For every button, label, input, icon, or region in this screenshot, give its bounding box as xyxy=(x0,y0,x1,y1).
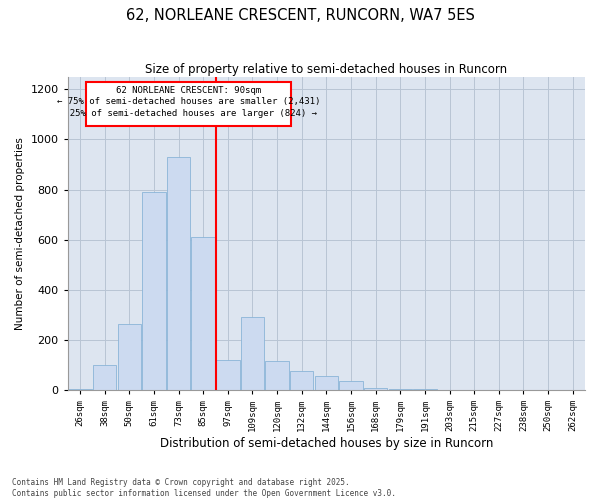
Text: Contains HM Land Registry data © Crown copyright and database right 2025.
Contai: Contains HM Land Registry data © Crown c… xyxy=(12,478,396,498)
Bar xyxy=(339,382,362,390)
Text: 25% of semi-detached houses are larger (824) →: 25% of semi-detached houses are larger (… xyxy=(59,108,317,118)
Bar xyxy=(216,360,239,390)
Bar xyxy=(191,237,215,390)
Bar xyxy=(389,389,412,390)
Bar xyxy=(142,192,166,390)
Bar xyxy=(265,362,289,390)
Bar xyxy=(241,318,264,390)
Bar xyxy=(314,376,338,390)
Text: 62, NORLEANE CRESCENT, RUNCORN, WA7 5ES: 62, NORLEANE CRESCENT, RUNCORN, WA7 5ES xyxy=(125,8,475,22)
Bar xyxy=(167,157,190,390)
Bar xyxy=(364,388,388,390)
X-axis label: Distribution of semi-detached houses by size in Runcorn: Distribution of semi-detached houses by … xyxy=(160,437,493,450)
FancyBboxPatch shape xyxy=(86,82,290,126)
Text: 62 NORLEANE CRESCENT: 90sqm: 62 NORLEANE CRESCENT: 90sqm xyxy=(116,86,261,95)
Bar xyxy=(93,365,116,390)
Y-axis label: Number of semi-detached properties: Number of semi-detached properties xyxy=(15,137,25,330)
Bar xyxy=(118,324,141,390)
Bar xyxy=(68,389,92,390)
Text: ← 75% of semi-detached houses are smaller (2,431): ← 75% of semi-detached houses are smalle… xyxy=(57,97,320,106)
Title: Size of property relative to semi-detached houses in Runcorn: Size of property relative to semi-detach… xyxy=(145,62,508,76)
Bar xyxy=(290,372,313,390)
